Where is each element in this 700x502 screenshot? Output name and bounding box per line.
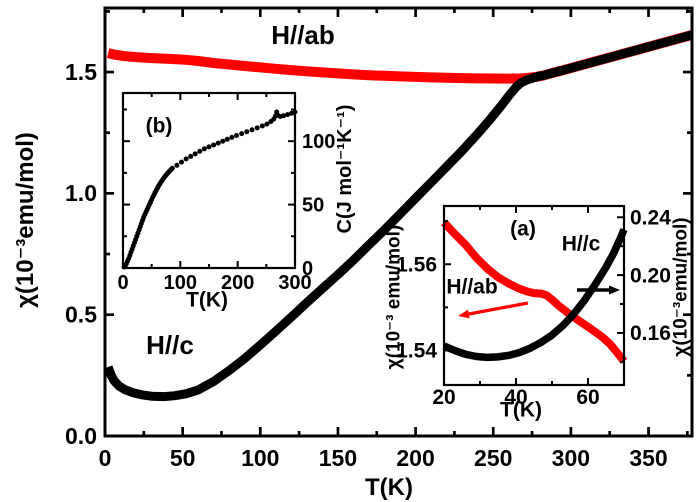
- main-hc-label: H//c: [146, 330, 194, 360]
- inset-a-frame: [442, 204, 626, 387]
- inset-a-hab-label: H//ab: [446, 275, 498, 299]
- svg-text:50: 50: [302, 194, 324, 216]
- svg-text:150: 150: [319, 445, 357, 471]
- svg-text:20: 20: [432, 386, 455, 409]
- hc-inset-curve: [442, 228, 628, 362]
- svg-text:1.5: 1.5: [65, 59, 97, 85]
- svg-text:1.0: 1.0: [65, 180, 97, 206]
- main-y-axis-title: χ(10⁻³emu/mol): [12, 132, 39, 308]
- svg-text:250: 250: [474, 445, 512, 471]
- chart-inset-a: 20 40 60 1.54 1.56 0.16 0.20 0.24: [396, 204, 671, 409]
- main-frame: [103, 6, 694, 438]
- inset-a-panel-label: (a): [510, 217, 536, 241]
- hab-left-axis-arrow: [458, 301, 529, 319]
- svg-text:100: 100: [302, 131, 335, 153]
- svg-text:50: 50: [170, 445, 196, 471]
- svg-text:1.54: 1.54: [396, 340, 437, 363]
- svg-text:1.56: 1.56: [396, 253, 437, 276]
- svg-text:0.5: 0.5: [65, 302, 97, 328]
- svg-text:300: 300: [278, 272, 311, 294]
- svg-text:300: 300: [552, 445, 590, 471]
- svg-text:0.16: 0.16: [630, 322, 671, 345]
- svg-text:200: 200: [221, 272, 254, 294]
- inset-a-x-axis-title: T(K): [500, 398, 542, 422]
- svg-text:0: 0: [117, 272, 128, 294]
- svg-text:350: 350: [629, 445, 667, 471]
- svg-text:0: 0: [302, 258, 313, 280]
- hc-curve: [103, 30, 694, 402]
- inset-b-x-axis-title: T(K): [186, 288, 228, 312]
- svg-text:0: 0: [99, 445, 112, 471]
- inset-a-y-axis-title-left: χ(10⁻³ emu/mol): [383, 224, 405, 370]
- svg-text:0.24: 0.24: [630, 206, 671, 229]
- inset-b-panel-label: (b): [145, 114, 173, 138]
- inset-a-tick-labels: 20 40 60 1.54 1.56 0.16 0.20 0.24: [396, 206, 671, 409]
- svg-text:60: 60: [576, 386, 599, 409]
- main-hab-label: H//ab: [271, 20, 335, 50]
- svg-text:100: 100: [164, 272, 197, 294]
- inset-b-y-axis-title: C(J mol⁻¹K⁻¹): [334, 104, 356, 234]
- svg-text:100: 100: [241, 445, 279, 471]
- main-x-axis-title: T(K): [365, 474, 413, 501]
- hab-inset-curve: [441, 219, 628, 364]
- inset-a-hc-label: H//c: [561, 232, 601, 256]
- inset-b-frame: [121, 91, 297, 270]
- svg-text:40: 40: [504, 386, 527, 409]
- svg-text:0.20: 0.20: [630, 264, 671, 287]
- inset-a-y-axis-title-right: χ(10⁻³emu/mol): [670, 217, 692, 357]
- hc-right-axis-arrow: [577, 285, 620, 295]
- heat-capacity-points: [121, 109, 298, 270]
- svg-text:0.0: 0.0: [65, 423, 97, 449]
- svg-text:200: 200: [396, 445, 434, 471]
